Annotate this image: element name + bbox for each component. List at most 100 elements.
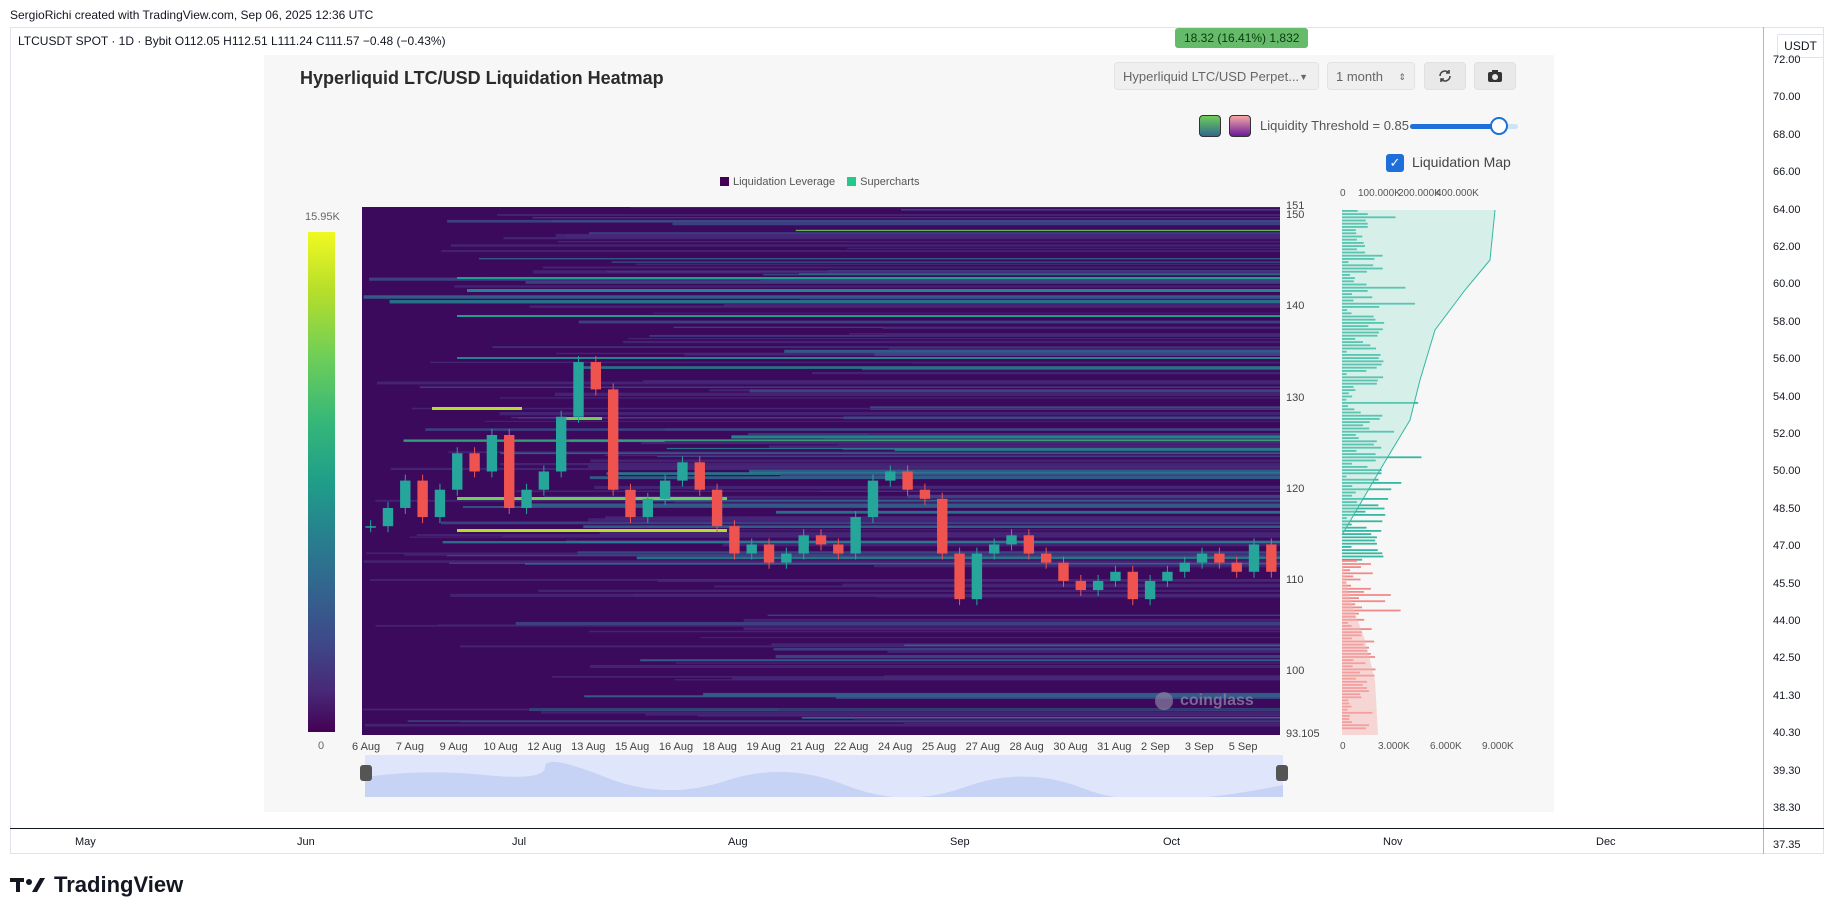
heatmap-band: [657, 578, 1280, 582]
refresh-icon: [1439, 70, 1451, 82]
heatmap-band: [500, 397, 1280, 399]
navigator-right-handle[interactable]: [1276, 765, 1288, 781]
chevron-down-icon: ▼: [1299, 72, 1308, 82]
profile-bar-short: [1342, 462, 1352, 465]
heatmap-band: [722, 543, 1280, 547]
profile-bar-short: [1342, 430, 1395, 433]
heatmap-band: [714, 585, 1280, 588]
heatmap-band: [583, 525, 1280, 528]
heatmap-band: [442, 541, 1280, 544]
candle-body: [798, 535, 809, 554]
price-tick: 38.30: [1773, 802, 1801, 814]
profile-bar-short: [1342, 328, 1383, 331]
refresh-button[interactable]: [1424, 62, 1466, 90]
heatmap-band: [697, 714, 1280, 717]
x-tick-label: 9 Aug: [439, 741, 468, 753]
candle-body: [642, 498, 653, 518]
profile-bar-short: [1342, 322, 1385, 324]
profile-bar-short: [1342, 219, 1366, 222]
heatmap-band: [628, 337, 1280, 340]
panel-title: Hyperliquid LTC/USD Liquidation Heatmap: [300, 68, 664, 88]
candle-body: [521, 489, 532, 508]
legend-item-supercharts[interactable]: Supercharts: [847, 176, 919, 188]
heatmap-band: [502, 535, 1280, 538]
profile-bar-short: [1342, 469, 1382, 471]
heatmap-band: [900, 208, 1280, 211]
profile-bar-short: [1342, 216, 1396, 219]
heatmap-band: [497, 214, 1280, 216]
heatmap-band: [515, 490, 1280, 493]
heatmap-band: [904, 644, 1280, 647]
profile-bottom-tick: 6.000K: [1430, 741, 1462, 752]
profile-bar-short: [1342, 302, 1415, 305]
y-tick-label: 100: [1286, 665, 1305, 678]
profile-bar-short: [1342, 501, 1357, 503]
profile-bar-short: [1342, 363, 1382, 366]
legend-item-liquidation-leverage[interactable]: Liquidation Leverage: [720, 176, 835, 188]
month-label: Nov: [1383, 836, 1403, 848]
heatmap-band: [364, 723, 1280, 727]
heatmap-band: [590, 665, 1280, 668]
profile-bar-short: [1342, 440, 1377, 443]
candle-body: [763, 544, 775, 563]
x-tick-label: 10 Aug: [483, 741, 518, 753]
heatmap-band: [640, 659, 1280, 662]
heatmap-band-highlight: [432, 407, 522, 410]
heatmap-band: [532, 217, 1280, 219]
profile-bar-short: [1342, 482, 1402, 484]
x-tick-label: 6 Aug: [352, 741, 381, 753]
range-navigator[interactable]: [365, 755, 1283, 801]
profile-bar-short: [1342, 408, 1355, 411]
profile-bar-short: [1342, 523, 1352, 526]
navigator-left-handle[interactable]: [360, 765, 372, 781]
profile-top-tick: 400.000K: [1436, 188, 1479, 199]
heatmap-band: [450, 593, 1280, 597]
candle-body: [1248, 544, 1260, 572]
threshold-slider-handle[interactable]: [1490, 117, 1508, 135]
heatmap-band: [500, 462, 1280, 466]
heatmap-band: [875, 594, 1280, 598]
x-tick-label: 28 Aug: [1009, 741, 1044, 753]
heatmap-band: [589, 232, 1280, 235]
viridis-palette-button[interactable]: [1199, 115, 1221, 137]
exchange-select[interactable]: Hyperliquid LTC/USD Perpet... ▼: [1114, 62, 1319, 90]
liquidation-heatmap[interactable]: [362, 207, 1280, 735]
profile-bar-short: [1342, 424, 1364, 427]
candle-body: [815, 535, 827, 545]
profile-bar-short: [1342, 491, 1356, 494]
candle-body: [417, 480, 428, 518]
price-tick: 37.35: [1773, 839, 1801, 852]
magma-palette-button[interactable]: [1229, 115, 1251, 137]
attribution: SergioRichi created with TradingView.com…: [10, 8, 374, 22]
liquidation-map-checkbox[interactable]: ✓: [1386, 154, 1404, 172]
heatmap-band-highlight: [457, 277, 1280, 279]
heatmap-band: [749, 389, 1280, 393]
heatmap-band: [533, 270, 1280, 274]
profile-bar-short: [1342, 405, 1348, 407]
profile-bar-short: [1342, 354, 1381, 356]
heatmap-band: [672, 222, 1280, 226]
heatmap-band: [771, 643, 1280, 646]
profile-bar-short: [1342, 520, 1383, 523]
heatmap-band: [578, 320, 1280, 324]
tradingview-logo-icon: [10, 878, 45, 892]
coinglass-watermark: coinglass: [1180, 692, 1254, 709]
heatmap-band: [430, 361, 1280, 364]
screenshot-button[interactable]: [1474, 62, 1516, 90]
legend-label: Supercharts: [860, 176, 920, 188]
heatmap-band-highlight: [562, 417, 602, 420]
currency-button[interactable]: USDT: [1777, 34, 1824, 58]
heatmap-band: [842, 583, 1280, 587]
range-select[interactable]: 1 month ⇕: [1327, 62, 1415, 90]
price-tick: 48.50: [1773, 502, 1801, 515]
heatmap-band: [460, 645, 1280, 648]
profile-bar-short: [1342, 514, 1386, 516]
y-tick-label: 140: [1286, 300, 1305, 313]
heatmap-band: [666, 447, 1280, 450]
heatmap-band: [630, 207, 1280, 209]
colorbar: [308, 232, 335, 732]
candle-body: [694, 462, 705, 490]
up-down-icon: ⇕: [1398, 72, 1406, 82]
profile-bar-short: [1342, 446, 1382, 449]
profile-bar-short: [1342, 466, 1368, 468]
